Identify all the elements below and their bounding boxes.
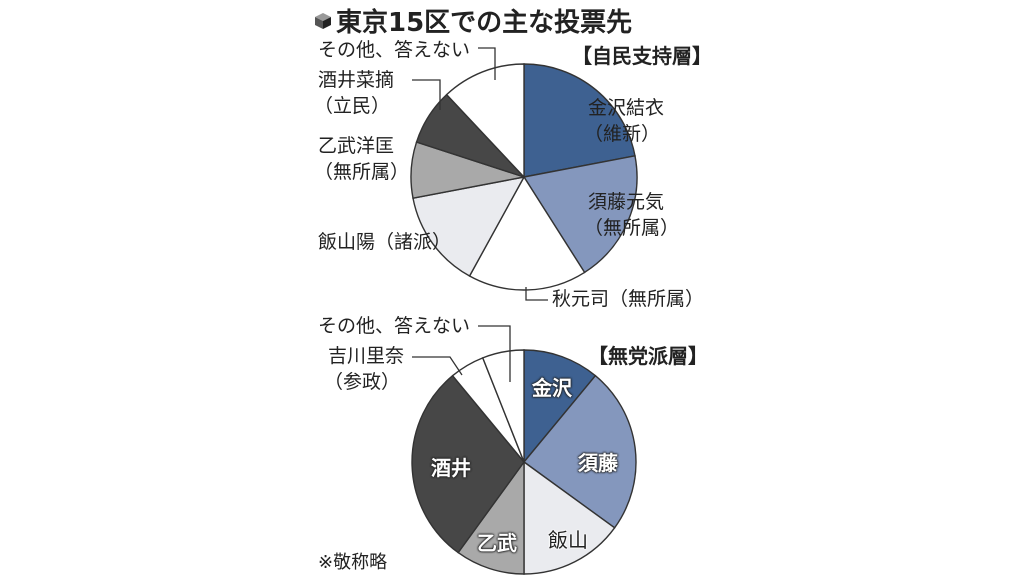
pie-slice-iiyama bbox=[412, 176, 526, 277]
pie-slice-akimoto bbox=[468, 175, 586, 291]
footnote: ※敬称略 bbox=[318, 552, 388, 573]
label-kanazawa-name: 金沢結衣 bbox=[588, 97, 665, 119]
label-sudo-party: （無所属） bbox=[584, 217, 680, 239]
label-kanazawa-party: （維新） bbox=[584, 123, 661, 145]
label-sudo-name: 須藤元気 bbox=[588, 191, 665, 213]
label-other-bottom: その他、答えない bbox=[318, 315, 471, 337]
label-yoshikawa-party: （参政） bbox=[324, 371, 401, 393]
pie-slice-other bbox=[445, 63, 525, 179]
label-ototake-name: 乙武洋匡 bbox=[318, 135, 395, 157]
pie-slice-kanazawa bbox=[523, 349, 597, 464]
pie-slice-iiyama bbox=[523, 460, 616, 575]
label-sakai-party: （立民） bbox=[314, 95, 391, 117]
pie-charts bbox=[410, 47, 638, 575]
pie-bottom bbox=[411, 349, 637, 575]
group-label-ldp: 【自民支持層】 bbox=[572, 44, 712, 68]
label-iiyama-top: 飯山陽（諸派） bbox=[318, 231, 452, 253]
label-other-top: その他、答えない bbox=[318, 39, 471, 61]
chart-graphic: 東京15区での主な投票先 【自民支持層】 その他、答えない 酒井菜摘 （立民） … bbox=[300, 0, 724, 576]
slice-label-kanazawa: 金沢 bbox=[532, 376, 572, 400]
pie-top bbox=[410, 63, 638, 291]
label-sakai-name: 酒井菜摘 bbox=[318, 69, 395, 91]
pie-slice-sudo bbox=[522, 155, 638, 274]
slice-label-sakai: 酒井 bbox=[431, 456, 471, 480]
pie-slice-sudo bbox=[522, 374, 637, 529]
group-label-independent: 【無党派層】 bbox=[588, 344, 708, 368]
chart-title: 東京15区での主な投票先 bbox=[314, 2, 632, 39]
title-text: 東京15区での主な投票先 bbox=[336, 8, 633, 38]
pie-slice-other bbox=[481, 349, 525, 463]
slice-label-ototake: 乙武 bbox=[477, 531, 517, 555]
slice-label-iiyama: 飯山 bbox=[548, 528, 588, 552]
pie-slice-kanazawa bbox=[523, 63, 636, 178]
label-yoshikawa-name: 吉川里奈 bbox=[328, 345, 405, 367]
label-akimoto: 秋元司（無所属） bbox=[552, 288, 705, 310]
leader-lines bbox=[412, 47, 548, 382]
pie-slice-sakai bbox=[411, 374, 525, 554]
cube-icon bbox=[315, 12, 331, 29]
label-ototake-party: （無所属） bbox=[314, 161, 410, 183]
slice-label-sudo: 須藤 bbox=[578, 451, 618, 475]
